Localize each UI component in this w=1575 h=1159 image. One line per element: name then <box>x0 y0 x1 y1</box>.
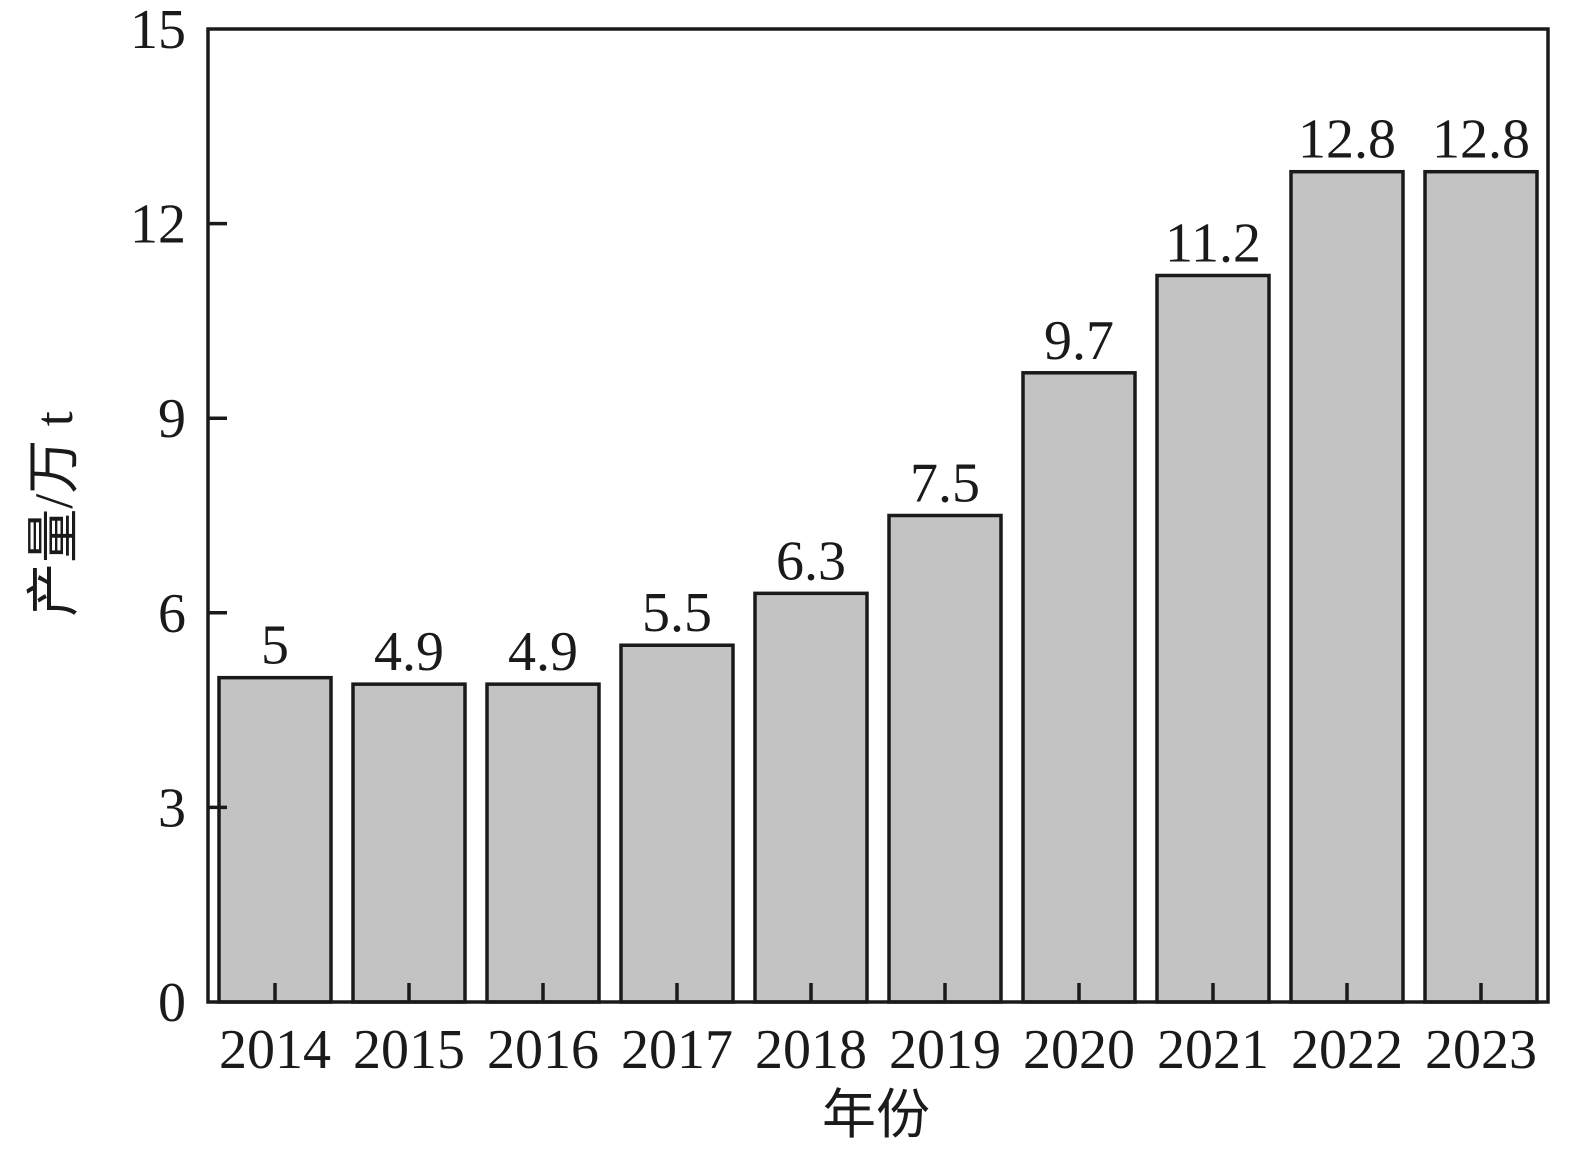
y-axis-title: 产量/万 t <box>24 411 84 617</box>
bar-value-label: 9.7 <box>1044 310 1114 372</box>
y-tick-label: 6 <box>158 583 186 645</box>
x-tick-label: 2021 <box>1157 1019 1269 1081</box>
bar-2015 <box>351 682 467 1004</box>
bar-2014 <box>217 675 333 1004</box>
bar-value-label: 4.9 <box>508 621 578 683</box>
bar-2020 <box>1021 371 1137 1004</box>
x-tick-label: 2015 <box>353 1019 465 1081</box>
bar-2016 <box>485 682 601 1004</box>
plot-frame <box>206 27 1550 1004</box>
y-tick-label: 9 <box>158 388 186 450</box>
x-tick-label: 2020 <box>1023 1019 1135 1081</box>
bar-value-label: 11.2 <box>1165 212 1261 274</box>
bar-value-label: 4.9 <box>374 621 444 683</box>
y-tick-label: 0 <box>158 972 186 1034</box>
x-tick-label: 2014 <box>219 1019 331 1081</box>
x-tick-label: 2016 <box>487 1019 599 1081</box>
y-tick-label: 15 <box>130 0 186 61</box>
bar-value-label: 12.8 <box>1432 109 1530 171</box>
bar-2019 <box>887 513 1003 1004</box>
bar-2021 <box>1155 273 1271 1004</box>
y-tick-label: 12 <box>130 194 186 256</box>
x-tick-label: 2017 <box>621 1019 733 1081</box>
x-tick-label: 2018 <box>755 1019 867 1081</box>
x-tick-label: 2023 <box>1425 1019 1537 1081</box>
bar-value-label: 7.5 <box>910 453 980 515</box>
bar-2023 <box>1423 169 1539 1004</box>
bar-value-label: 5.5 <box>642 582 712 644</box>
bar-value-label: 5 <box>261 615 289 677</box>
bar-value-label: 6.3 <box>776 530 846 592</box>
bar-2017 <box>619 643 735 1004</box>
x-tick-label: 2019 <box>889 1019 1001 1081</box>
x-tick-label: 2022 <box>1291 1019 1403 1081</box>
y-tick-label: 3 <box>158 777 186 839</box>
x-axis-title: 年份 <box>822 1085 930 1145</box>
bar-2018 <box>753 591 869 1004</box>
bar-value-label: 12.8 <box>1298 109 1396 171</box>
bar-2022 <box>1289 169 1405 1004</box>
